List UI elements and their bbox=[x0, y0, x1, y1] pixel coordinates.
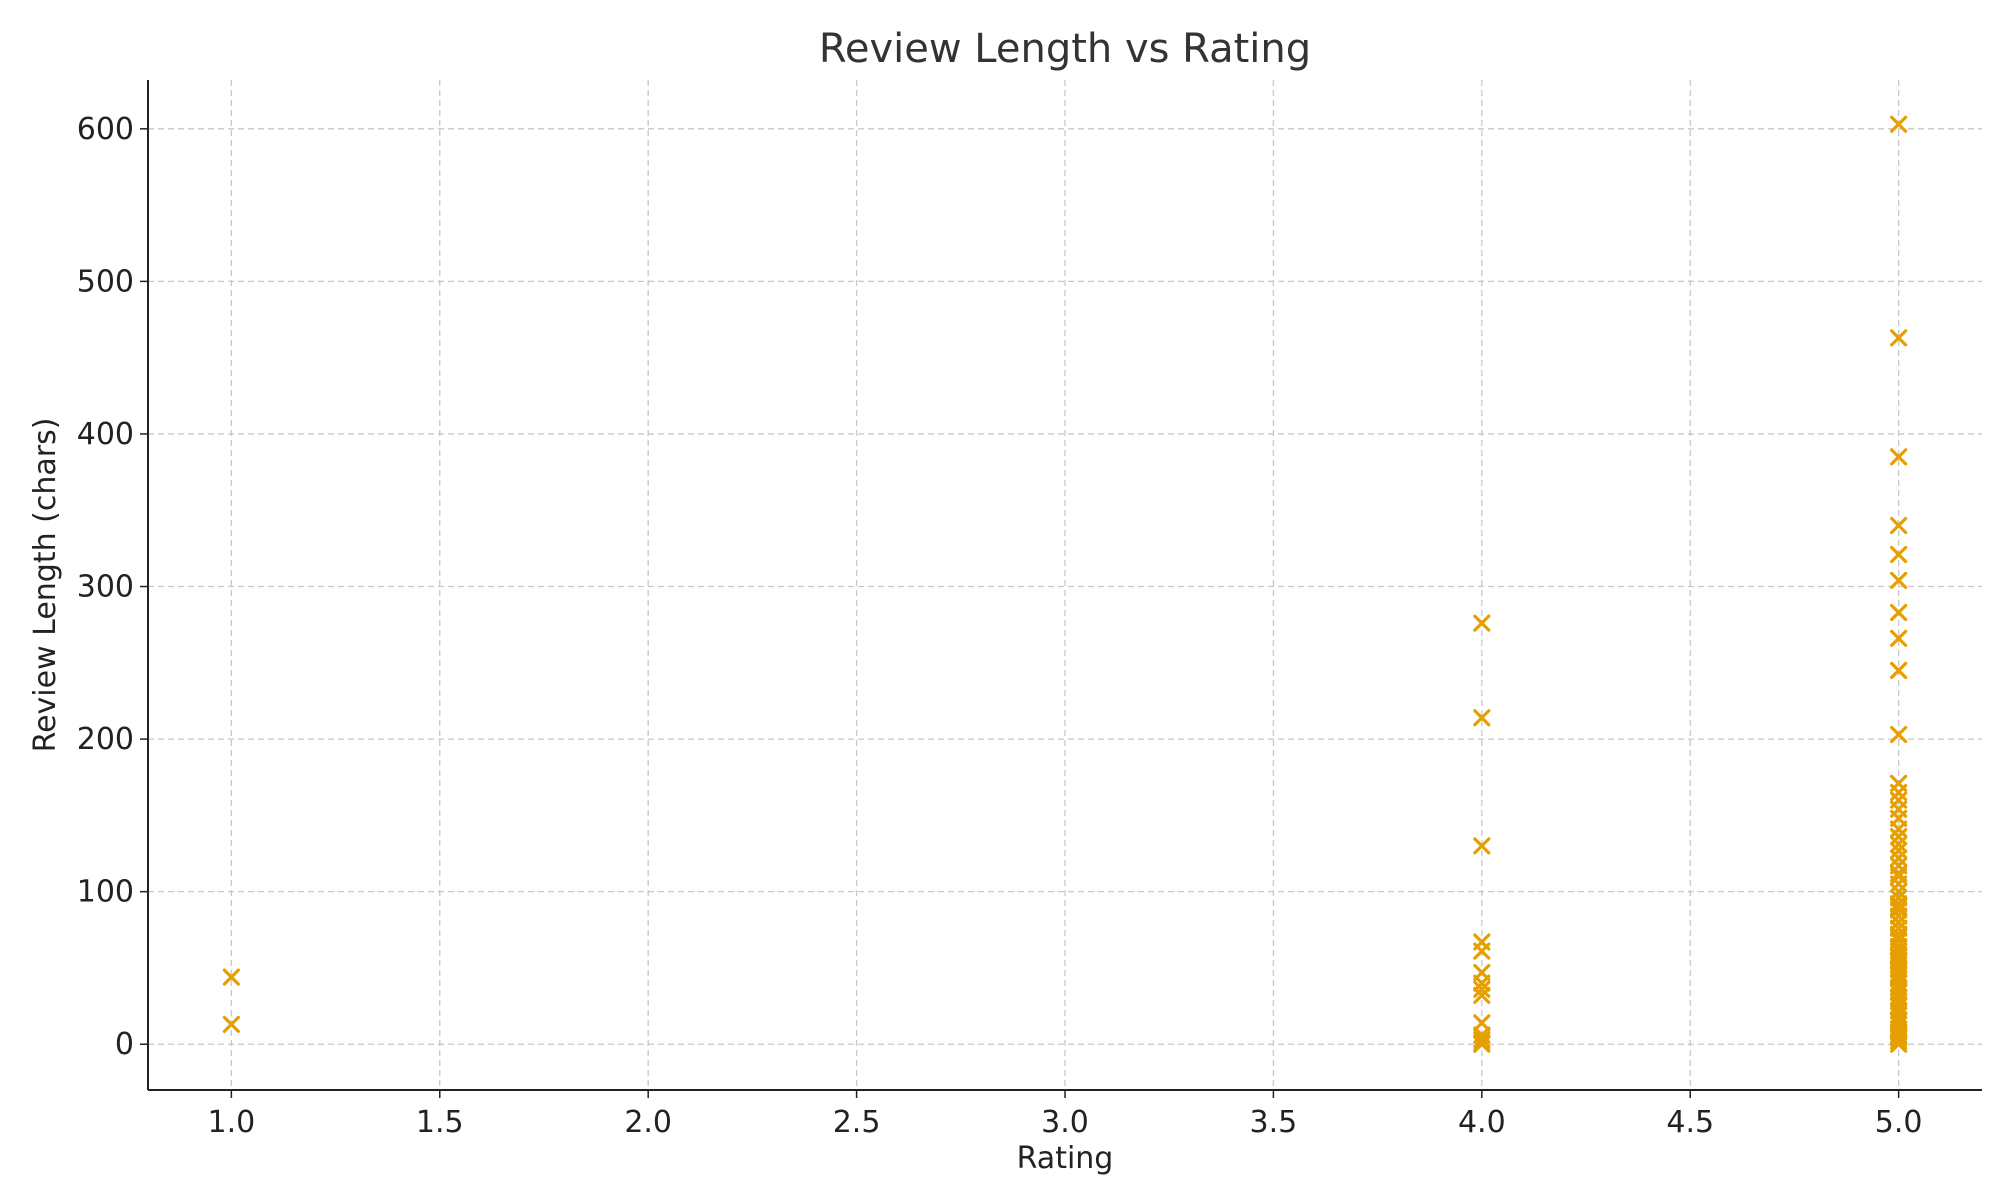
chart-title: Review Length vs Rating bbox=[819, 26, 1311, 72]
data-point bbox=[1890, 966, 1908, 985]
x-tick-label: 5.0 bbox=[1875, 1105, 1923, 1140]
x-tick-label: 3.0 bbox=[1041, 1105, 1089, 1140]
data-point bbox=[1473, 614, 1491, 632]
data-point bbox=[1890, 629, 1908, 647]
data-point bbox=[1890, 725, 1908, 744]
data-point bbox=[1890, 603, 1908, 622]
data-point bbox=[1890, 835, 1908, 853]
data-point bbox=[1890, 115, 1908, 133]
data-point bbox=[1890, 661, 1908, 680]
y-tick-label: 400 bbox=[77, 417, 134, 452]
data-point bbox=[1890, 571, 1908, 590]
data-point bbox=[1890, 1012, 1908, 1030]
data-point bbox=[1890, 901, 1908, 919]
data-point bbox=[1473, 709, 1491, 727]
data-point bbox=[1473, 837, 1491, 855]
y-tick-label: 600 bbox=[77, 112, 134, 147]
data-point bbox=[1890, 898, 1908, 916]
data-point bbox=[1473, 974, 1491, 992]
data-point bbox=[1890, 448, 1908, 466]
data-point bbox=[1473, 1035, 1491, 1053]
data-point bbox=[1890, 982, 1908, 1000]
data-point bbox=[1473, 1014, 1491, 1032]
x-tick-label: 3.5 bbox=[1250, 1105, 1298, 1140]
data-point bbox=[1890, 1032, 1908, 1050]
grid-lines bbox=[148, 80, 1982, 1090]
data-points bbox=[222, 115, 1908, 1053]
data-point bbox=[1890, 939, 1908, 957]
data-point bbox=[1890, 997, 1908, 1015]
y-tick-label: 300 bbox=[77, 570, 134, 605]
axes-spines bbox=[147, 80, 1982, 1091]
y-tick-label: 200 bbox=[77, 722, 134, 757]
x-tick-label: 2.0 bbox=[624, 1105, 672, 1140]
y-tick-label: 500 bbox=[77, 264, 134, 299]
data-point bbox=[1473, 986, 1491, 1005]
data-point bbox=[1890, 883, 1908, 901]
data-point bbox=[1473, 1031, 1491, 1049]
data-point bbox=[1890, 545, 1908, 564]
x-tick-label: 1.5 bbox=[416, 1105, 464, 1140]
data-point bbox=[222, 1015, 240, 1033]
data-point bbox=[1890, 1028, 1908, 1046]
data-point bbox=[1890, 925, 1908, 943]
y-axis-label: Review Length (chars) bbox=[28, 418, 63, 753]
data-point bbox=[1473, 942, 1491, 960]
x-tick-label: 4.0 bbox=[1458, 1105, 1506, 1140]
data-point bbox=[1890, 867, 1908, 886]
x-tick-label: 1.0 bbox=[208, 1105, 256, 1140]
y-tick-label: 0 bbox=[115, 1027, 134, 1062]
x-tick-label: 2.5 bbox=[833, 1105, 881, 1140]
x-axis-label: Rating bbox=[1017, 1141, 1114, 1176]
data-point bbox=[1890, 895, 1908, 913]
data-point bbox=[1890, 329, 1908, 347]
y-tick-label: 100 bbox=[77, 875, 134, 910]
axis-ticks: 1.0 1.5 2.0 2.5 3.0 3.5 4.0 4.5 5.0 0 100 200 300 400… bbox=[77, 112, 1923, 1140]
data-point bbox=[222, 968, 240, 986]
data-point bbox=[1890, 516, 1908, 535]
data-point bbox=[1890, 913, 1908, 931]
data-point bbox=[1473, 980, 1491, 998]
x-tick-label: 4.5 bbox=[1666, 1105, 1714, 1140]
